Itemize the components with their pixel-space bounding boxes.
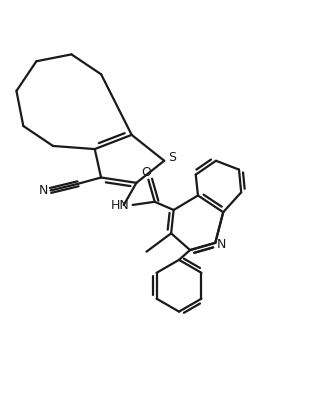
Text: S: S [168,151,176,164]
Text: N: N [216,238,226,251]
Text: HN: HN [110,199,129,212]
Text: N: N [39,184,48,197]
Text: O: O [141,166,151,179]
